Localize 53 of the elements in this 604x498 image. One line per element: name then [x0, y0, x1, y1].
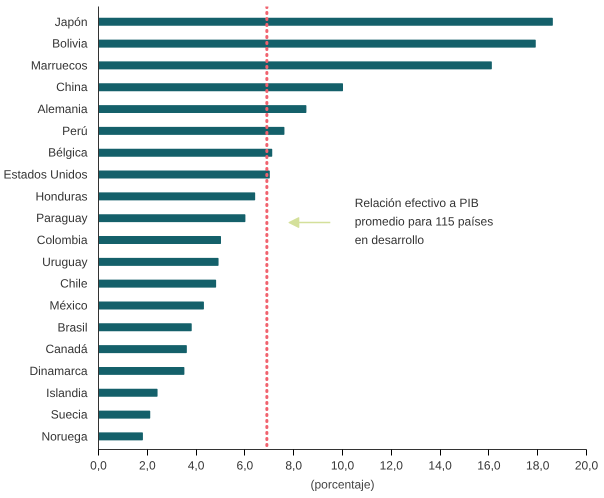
y-tick-label: Uruguay — [42, 254, 88, 269]
x-tick-label: 18,0 — [526, 458, 550, 472]
bar — [98, 280, 216, 288]
bar — [98, 236, 221, 244]
x-tick-label: 14,0 — [428, 458, 452, 472]
x-tick-label: 0,0 — [90, 458, 108, 472]
y-tick-label: Bélgica — [48, 146, 88, 160]
x-tick-label: 2,0 — [138, 458, 156, 472]
bar — [98, 345, 187, 354]
y-tick-label: México — [49, 298, 88, 312]
y-tick-label: Honduras — [35, 189, 88, 204]
bar — [98, 323, 192, 332]
x-tick-label: 16,0 — [477, 458, 501, 472]
y-tick-label: Perú — [62, 124, 88, 138]
bar — [98, 18, 553, 26]
x-tick-label: 6,0 — [236, 458, 254, 472]
y-tick-label: Paraguay — [36, 211, 88, 226]
y-tick-label: Bolivia — [52, 36, 88, 51]
bar — [98, 432, 143, 440]
y-tick-label: Brasil — [57, 320, 88, 334]
bar — [98, 214, 246, 222]
y-tick-label: China — [56, 80, 88, 94]
bar — [98, 301, 204, 310]
y-tick-label: Suecia — [50, 408, 88, 422]
y-tick-label: Marruecos — [30, 58, 88, 72]
bar — [98, 40, 536, 48]
x-tick-label: 8,0 — [285, 458, 302, 472]
y-tick-label: Dinamarca — [29, 364, 88, 378]
bar — [98, 170, 270, 179]
y-tick-label: Chile — [60, 276, 88, 291]
bar — [98, 105, 306, 114]
bar — [98, 192, 256, 200]
y-tick-label: Noruega — [41, 429, 88, 444]
y-tick-label: Colombia — [36, 233, 88, 247]
y-tick-label: Estados Unidos — [3, 168, 88, 182]
bar — [98, 126, 284, 135]
x-tick-label: 10,0 — [330, 458, 355, 472]
x-axis-title: (porcentaje) — [310, 478, 375, 492]
x-tick-label: 12,0 — [380, 458, 404, 472]
y-tick-label: Canadá — [45, 342, 88, 356]
y-tick-label: Alemania — [37, 102, 88, 116]
bar — [98, 388, 158, 397]
bar — [98, 148, 272, 157]
annotation: Relación efectivo a PIB promedio para 115 países en desarrollo — [354, 196, 494, 247]
bar — [98, 83, 343, 92]
bar — [98, 258, 219, 266]
bar — [98, 61, 492, 70]
bar — [98, 366, 184, 375]
bar — [98, 410, 150, 419]
y-tick-label: Japón — [54, 14, 88, 29]
x-tick-label: 4,0 — [188, 458, 205, 472]
x-tick-label: 20,0 — [574, 458, 599, 472]
y-tick-label: Islandia — [46, 386, 88, 400]
